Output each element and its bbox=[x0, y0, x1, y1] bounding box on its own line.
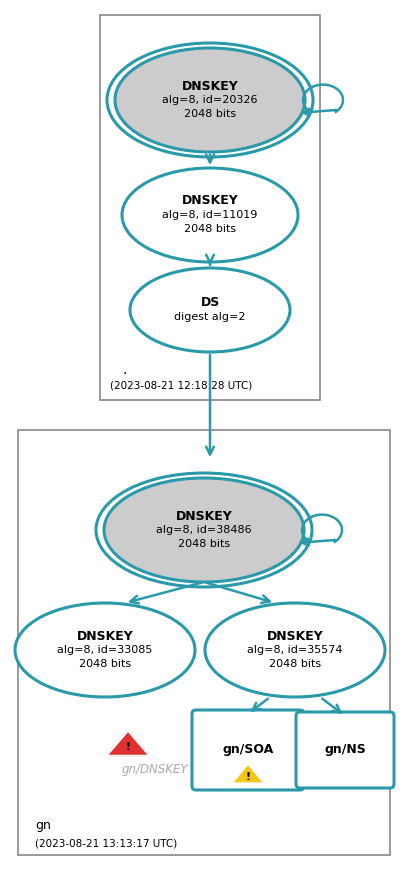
Text: 2048 bits: 2048 bits bbox=[269, 659, 321, 669]
Text: DNSKEY: DNSKEY bbox=[267, 629, 323, 642]
Ellipse shape bbox=[115, 48, 305, 152]
FancyBboxPatch shape bbox=[296, 712, 394, 788]
Text: gn: gn bbox=[35, 818, 51, 831]
Text: DNSKEY: DNSKEY bbox=[176, 510, 233, 523]
Bar bbox=[100, 15, 320, 400]
Text: gn/NS: gn/NS bbox=[324, 744, 366, 757]
Text: 2048 bits: 2048 bits bbox=[184, 224, 236, 234]
Text: gn/DNSKEY: gn/DNSKEY bbox=[122, 764, 188, 776]
Text: DNSKEY: DNSKEY bbox=[77, 629, 133, 642]
Polygon shape bbox=[106, 731, 150, 756]
Text: DNSKEY: DNSKEY bbox=[182, 195, 239, 207]
Text: gn/SOA: gn/SOA bbox=[222, 744, 274, 757]
Bar bbox=[18, 430, 390, 855]
Text: alg=8, id=20326: alg=8, id=20326 bbox=[162, 95, 258, 105]
Text: digest alg=2: digest alg=2 bbox=[174, 312, 246, 322]
Text: DNSKEY: DNSKEY bbox=[182, 80, 239, 93]
Text: !: ! bbox=[245, 772, 251, 782]
Text: alg=8, id=11019: alg=8, id=11019 bbox=[162, 210, 258, 220]
Ellipse shape bbox=[122, 168, 298, 262]
Text: .: . bbox=[123, 363, 127, 377]
Ellipse shape bbox=[205, 603, 385, 697]
Text: 2048 bits: 2048 bits bbox=[184, 109, 236, 119]
Ellipse shape bbox=[104, 478, 304, 582]
Text: 2048 bits: 2048 bits bbox=[79, 659, 131, 669]
Text: 2048 bits: 2048 bits bbox=[178, 539, 230, 549]
Text: alg=8, id=33085: alg=8, id=33085 bbox=[57, 645, 153, 655]
Text: !: ! bbox=[125, 742, 131, 752]
Ellipse shape bbox=[15, 603, 195, 697]
FancyBboxPatch shape bbox=[192, 710, 304, 790]
Text: alg=8, id=35574: alg=8, id=35574 bbox=[247, 645, 343, 655]
Text: (2023-08-21 12:18:28 UTC): (2023-08-21 12:18:28 UTC) bbox=[110, 380, 252, 390]
Text: (2023-08-21 13:13:17 UTC): (2023-08-21 13:13:17 UTC) bbox=[35, 838, 177, 848]
Text: DS: DS bbox=[200, 296, 220, 309]
Polygon shape bbox=[231, 764, 265, 783]
Text: alg=8, id=38486: alg=8, id=38486 bbox=[156, 525, 252, 535]
Ellipse shape bbox=[130, 268, 290, 352]
